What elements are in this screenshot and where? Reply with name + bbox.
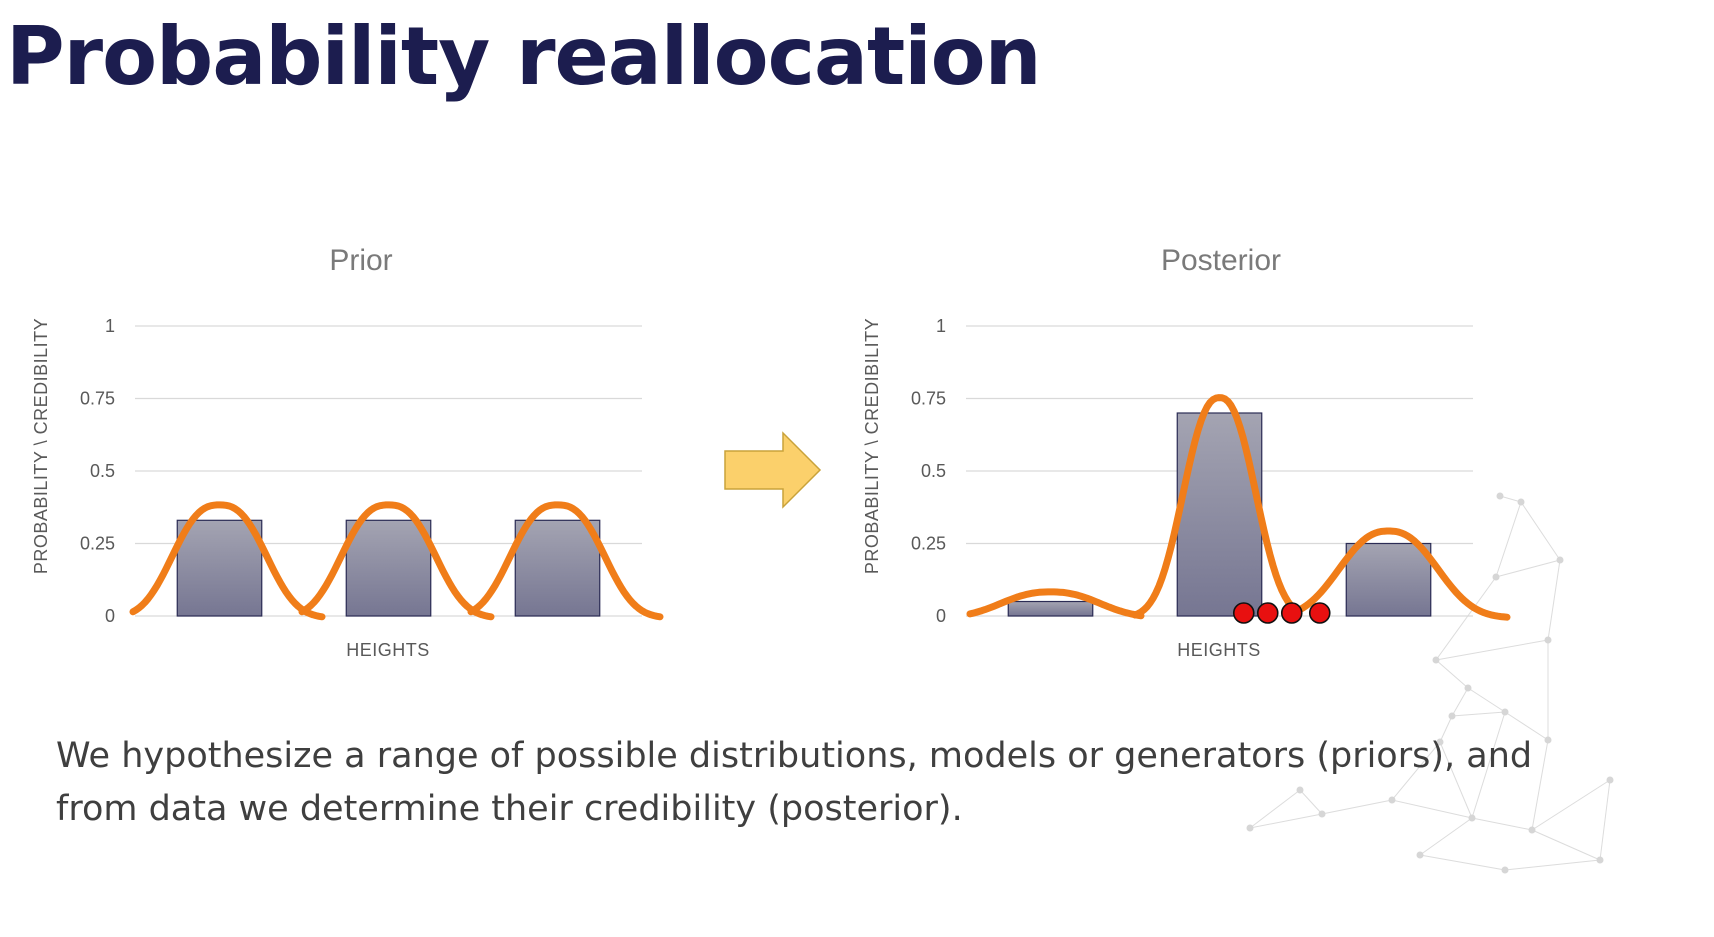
network-node — [1492, 573, 1500, 581]
network-node — [1436, 738, 1444, 746]
network-node — [1468, 814, 1476, 822]
prior-y-tick-label: 1 — [105, 316, 115, 336]
network-edge — [1435, 639, 1549, 661]
prior-y-axis-label: PROBABILITY \ CREDIBILITY — [31, 318, 51, 574]
network-edge — [1439, 741, 1473, 819]
network-node — [1496, 492, 1504, 500]
right-arrow-shape — [724, 431, 822, 509]
network-edge — [1547, 559, 1561, 641]
prior-curve-stroke — [129, 501, 326, 621]
network-edge — [1531, 739, 1549, 831]
network-edge — [1471, 711, 1506, 819]
caption: We hypothesize a range of possible distr… — [56, 736, 1533, 829]
network-node — [1544, 636, 1552, 644]
network-node — [1528, 826, 1536, 834]
network-node — [1596, 856, 1604, 864]
network-node — [1296, 786, 1304, 794]
posterior-curve — [966, 394, 1511, 621]
prior-curve — [129, 501, 664, 621]
network-node — [1556, 556, 1564, 564]
network-node — [1544, 736, 1552, 744]
network-node — [1432, 656, 1440, 664]
prior-bar — [176, 519, 263, 617]
network-edge — [1249, 813, 1323, 829]
posterior-bar — [1345, 542, 1432, 617]
network-node — [1318, 810, 1326, 818]
prior-bars — [176, 519, 601, 617]
slide-title: Probability reallocation — [6, 10, 1042, 103]
observation-dot — [1232, 602, 1255, 624]
prior-y-tick-label: 0.75 — [80, 389, 115, 409]
prior-y-ticks: 0 0.25 0.5 0.75 1 — [80, 316, 115, 626]
prior-bar — [514, 519, 601, 617]
posterior-y-ticks: 0 0.25 0.5 0.75 1 — [911, 316, 946, 626]
network-node — [1606, 776, 1614, 784]
posterior-x-axis-label: HEIGHTS — [1177, 640, 1261, 660]
posterior-observations — [1232, 602, 1331, 624]
network-node — [1246, 824, 1254, 832]
network-edge — [1435, 576, 1497, 661]
observation-dot — [1280, 602, 1303, 624]
network-edge — [1249, 789, 1301, 829]
network-edge — [1451, 711, 1506, 717]
network-edge — [1435, 659, 1469, 689]
network-edge — [1451, 687, 1469, 717]
network-edge — [1419, 817, 1473, 856]
network-node — [1448, 712, 1456, 720]
prior-curve-stroke — [467, 501, 664, 621]
network-edge — [1495, 559, 1561, 578]
observation-dot — [1256, 602, 1279, 624]
network-edge — [1520, 501, 1561, 561]
network-node — [1464, 684, 1472, 692]
prior-chart-title: Prior — [329, 244, 392, 277]
posterior-curve-stroke — [1131, 394, 1511, 621]
posterior-y-tick-label: 0.75 — [911, 389, 946, 409]
prior-y-tick-label: 0.5 — [90, 461, 115, 481]
network-edge — [1467, 687, 1506, 713]
posterior-y-tick-label: 1 — [936, 316, 946, 336]
network-edge — [1599, 779, 1611, 861]
posterior-chart-title: Posterior — [1161, 244, 1281, 277]
network-edge — [1531, 829, 1601, 861]
posterior-y-tick-label: 0.25 — [911, 534, 946, 554]
prior-y-tick-label: 0 — [105, 606, 115, 626]
posterior-bar — [1007, 600, 1094, 617]
network-edge — [1321, 799, 1393, 815]
prior-curve-stroke — [298, 501, 495, 621]
network-edge — [1531, 779, 1611, 831]
network-edge — [1471, 817, 1533, 831]
network-node — [1416, 851, 1424, 859]
network-edge — [1495, 501, 1522, 578]
network-edge — [1504, 711, 1549, 741]
observation-dot — [1308, 602, 1331, 624]
network-edge — [1391, 741, 1441, 801]
network-node — [1501, 708, 1509, 716]
network-edge — [1499, 495, 1522, 503]
network-node — [1388, 796, 1396, 804]
prior-y-tick-label: 0.25 — [80, 534, 115, 554]
network-edge — [1504, 859, 1601, 871]
network-edge — [1439, 715, 1453, 743]
posterior-y-axis-label: PROBABILITY \ CREDIBILITY — [862, 318, 882, 574]
prior-x-axis-label: HEIGHTS — [346, 640, 430, 660]
posterior-y-tick-label: 0 — [936, 606, 946, 626]
posterior-curve-stroke — [966, 588, 1145, 620]
network-node — [1517, 498, 1525, 506]
network-edge — [1419, 854, 1506, 871]
prior-bar — [345, 519, 432, 617]
network-edge — [1391, 799, 1473, 819]
network-node — [1501, 866, 1509, 874]
posterior-y-tick-label: 0.5 — [921, 461, 946, 481]
network-edge — [1299, 789, 1323, 815]
